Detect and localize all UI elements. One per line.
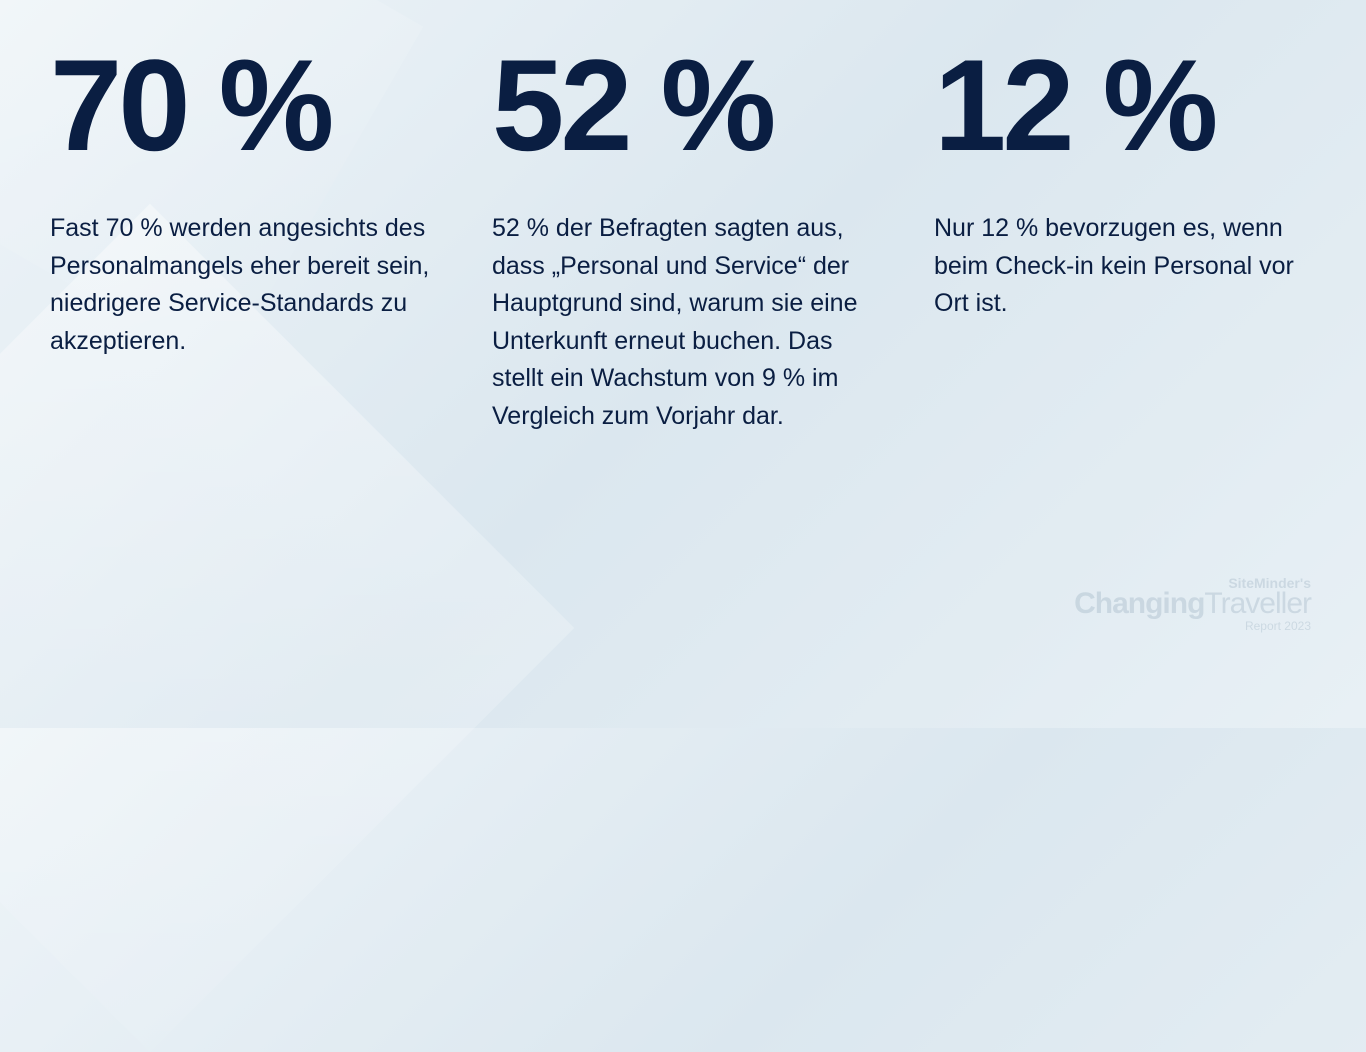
stat-column-3: 12 % Nur 12 % bevorzugen es, wenn beim C… [934,40,1316,678]
stats-container: 70 % Fast 70 % werden angesichts des Per… [0,0,1366,728]
stat-value-2: 52 % [492,40,874,170]
stat-value-3: 12 % [934,40,1316,170]
stat-description-3: Nur 12 % bevorzugen es, wenn beim Check-… [934,210,1314,323]
stat-column-1: 70 % Fast 70 % werden angesichts des Per… [50,40,432,678]
stat-value-1: 70 % [50,40,432,170]
stat-description-1: Fast 70 % werden angesichts des Personal… [50,210,430,360]
stat-column-2: 52 % 52 % der Befragten sagten aus, dass… [492,40,874,678]
stat-description-2: 52 % der Befragten sagten aus, dass „Per… [492,210,872,435]
